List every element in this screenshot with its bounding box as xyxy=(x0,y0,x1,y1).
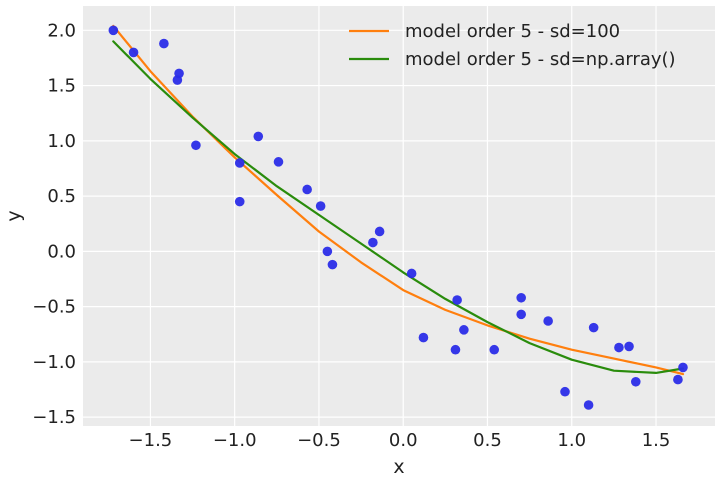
x-tick-label: 0.5 xyxy=(473,430,502,451)
data-point xyxy=(489,344,500,355)
plot-background xyxy=(83,6,715,426)
data-point xyxy=(560,386,570,397)
data-point xyxy=(253,131,264,142)
data-point xyxy=(452,295,462,305)
data-point xyxy=(588,322,599,333)
data-point xyxy=(516,309,526,320)
series-line-2 xyxy=(112,40,685,374)
data-point xyxy=(624,341,634,352)
data-point xyxy=(459,325,469,335)
y-tick-label: 0.0 xyxy=(47,241,76,262)
series-lines xyxy=(112,24,685,376)
data-point xyxy=(630,376,641,387)
data-point xyxy=(327,259,338,270)
y-axis-label: y xyxy=(3,210,25,221)
legend-label-1: model order 5 - sd=100 xyxy=(405,21,620,42)
data-point xyxy=(418,332,429,343)
data-point xyxy=(368,237,378,248)
data-point xyxy=(583,400,594,410)
data-point xyxy=(450,344,461,355)
y-tick-labels: −1.5 −1.0 −0.5 0.0 0.5 1.0 1.5 2.0 xyxy=(32,20,76,428)
x-tick-labels: −1.5 −1.0 −0.5 0.0 0.5 1.0 1.5 xyxy=(129,430,671,451)
data-point xyxy=(678,362,688,373)
legend-label-2: model order 5 - sd=np.array() xyxy=(405,49,676,70)
data-point xyxy=(614,342,624,353)
legend: model order 5 - sd=100 model order 5 - sd… xyxy=(349,21,676,70)
data-point xyxy=(315,201,326,211)
data-point xyxy=(234,196,245,207)
x-tick-label: −1.5 xyxy=(129,430,173,451)
y-tick-label: 0.5 xyxy=(47,186,76,207)
data-point xyxy=(191,140,201,151)
data-point xyxy=(174,68,184,79)
grid xyxy=(83,6,715,426)
data-point xyxy=(302,184,312,195)
y-tick-label: 1.5 xyxy=(47,76,76,97)
data-point xyxy=(673,374,683,385)
y-tick-label: −1.5 xyxy=(32,407,76,428)
y-tick-label: 1.0 xyxy=(47,131,76,152)
y-tick-label: 2.0 xyxy=(47,20,76,41)
y-tick-label: −1.0 xyxy=(32,352,76,373)
data-point xyxy=(543,316,553,326)
x-tick-label: 1.5 xyxy=(642,430,671,451)
data-point xyxy=(516,292,526,303)
x-tick-label: 1.0 xyxy=(557,430,586,451)
y-tick-label: −0.5 xyxy=(32,297,76,318)
data-point xyxy=(108,25,119,36)
x-tick-label: −0.5 xyxy=(297,430,341,451)
data-point xyxy=(234,158,245,168)
data-point xyxy=(406,268,417,279)
data-point xyxy=(159,38,169,49)
data-point xyxy=(374,226,385,237)
data-point xyxy=(128,47,139,58)
data-point xyxy=(322,246,333,257)
data-point xyxy=(273,157,284,167)
scatter-points xyxy=(108,25,688,410)
x-tick-label: −1.0 xyxy=(213,430,257,451)
x-axis-label: x xyxy=(393,456,404,478)
x-tick-label: 0.0 xyxy=(389,430,418,451)
